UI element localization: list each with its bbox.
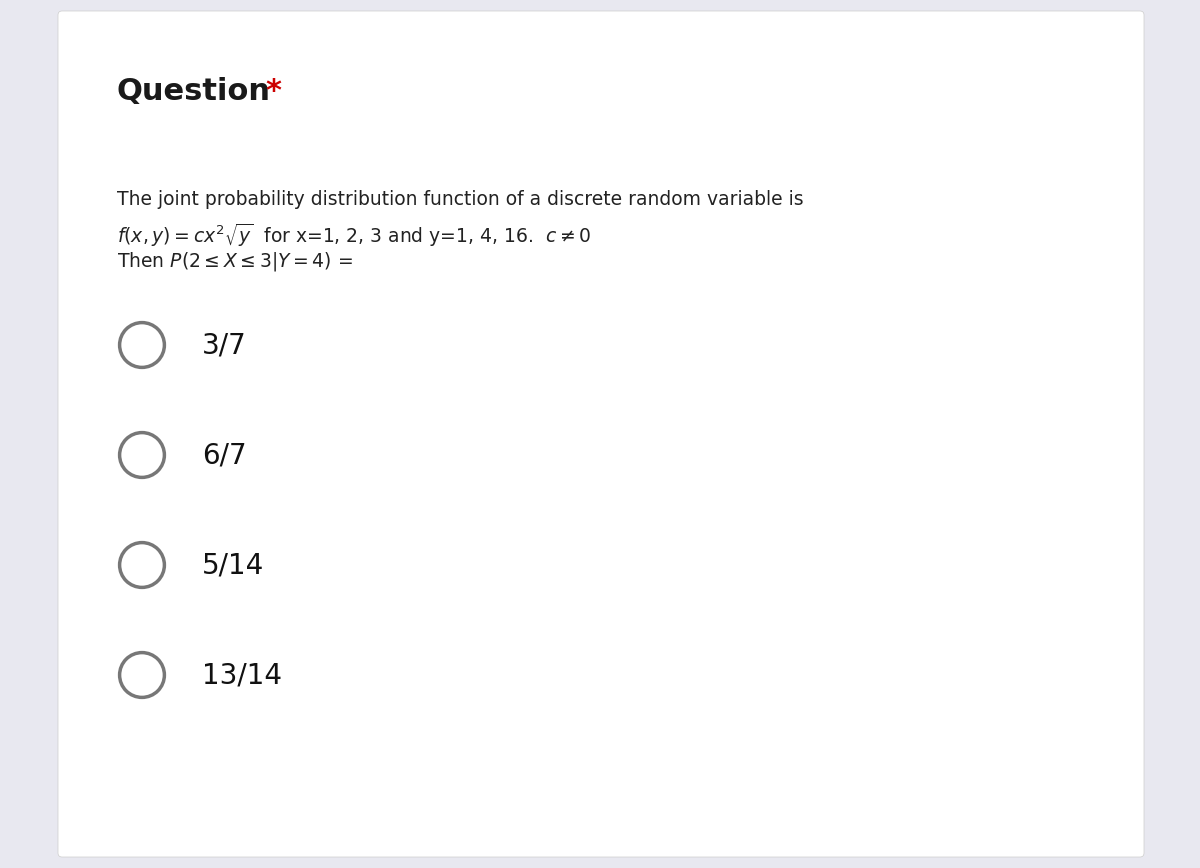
- Text: *: *: [265, 77, 281, 106]
- Text: Question: Question: [118, 77, 271, 106]
- FancyBboxPatch shape: [58, 11, 1144, 857]
- Ellipse shape: [120, 653, 164, 697]
- Ellipse shape: [120, 323, 164, 367]
- Text: 13/14: 13/14: [202, 661, 282, 689]
- Ellipse shape: [120, 542, 164, 588]
- Text: 6/7: 6/7: [202, 441, 247, 469]
- Text: 5/14: 5/14: [202, 551, 264, 579]
- Text: Then $P(2 \leq X \leq 3|Y = 4)$ =: Then $P(2 \leq X \leq 3|Y = 4)$ =: [118, 250, 353, 273]
- Ellipse shape: [120, 432, 164, 477]
- Text: $f(x,y) = cx^2\sqrt{y}$  for x=1, 2, 3 and y=1, 4, 16.  $c \neq 0$: $f(x,y) = cx^2\sqrt{y}$ for x=1, 2, 3 an…: [118, 222, 592, 249]
- Text: 3/7: 3/7: [202, 331, 247, 359]
- Text: The joint probability distribution function of a discrete random variable is: The joint probability distribution funct…: [118, 190, 804, 209]
